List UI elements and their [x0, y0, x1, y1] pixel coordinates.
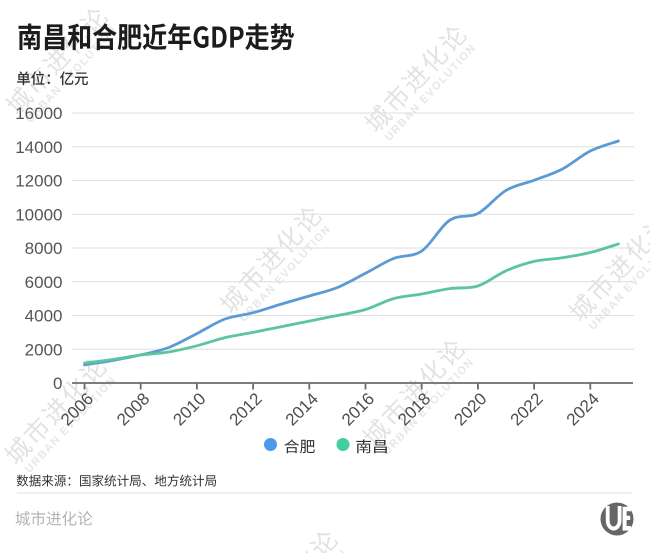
svg-text:2000: 2000 — [25, 340, 63, 359]
svg-text:6000: 6000 — [25, 273, 63, 292]
svg-text:16000: 16000 — [15, 104, 62, 123]
svg-text:12000: 12000 — [15, 172, 62, 191]
svg-text:0: 0 — [53, 374, 62, 393]
svg-text:10000: 10000 — [15, 205, 62, 224]
svg-text:8000: 8000 — [25, 239, 63, 258]
svg-text:4000: 4000 — [25, 307, 63, 326]
svg-text:14000: 14000 — [15, 138, 62, 157]
